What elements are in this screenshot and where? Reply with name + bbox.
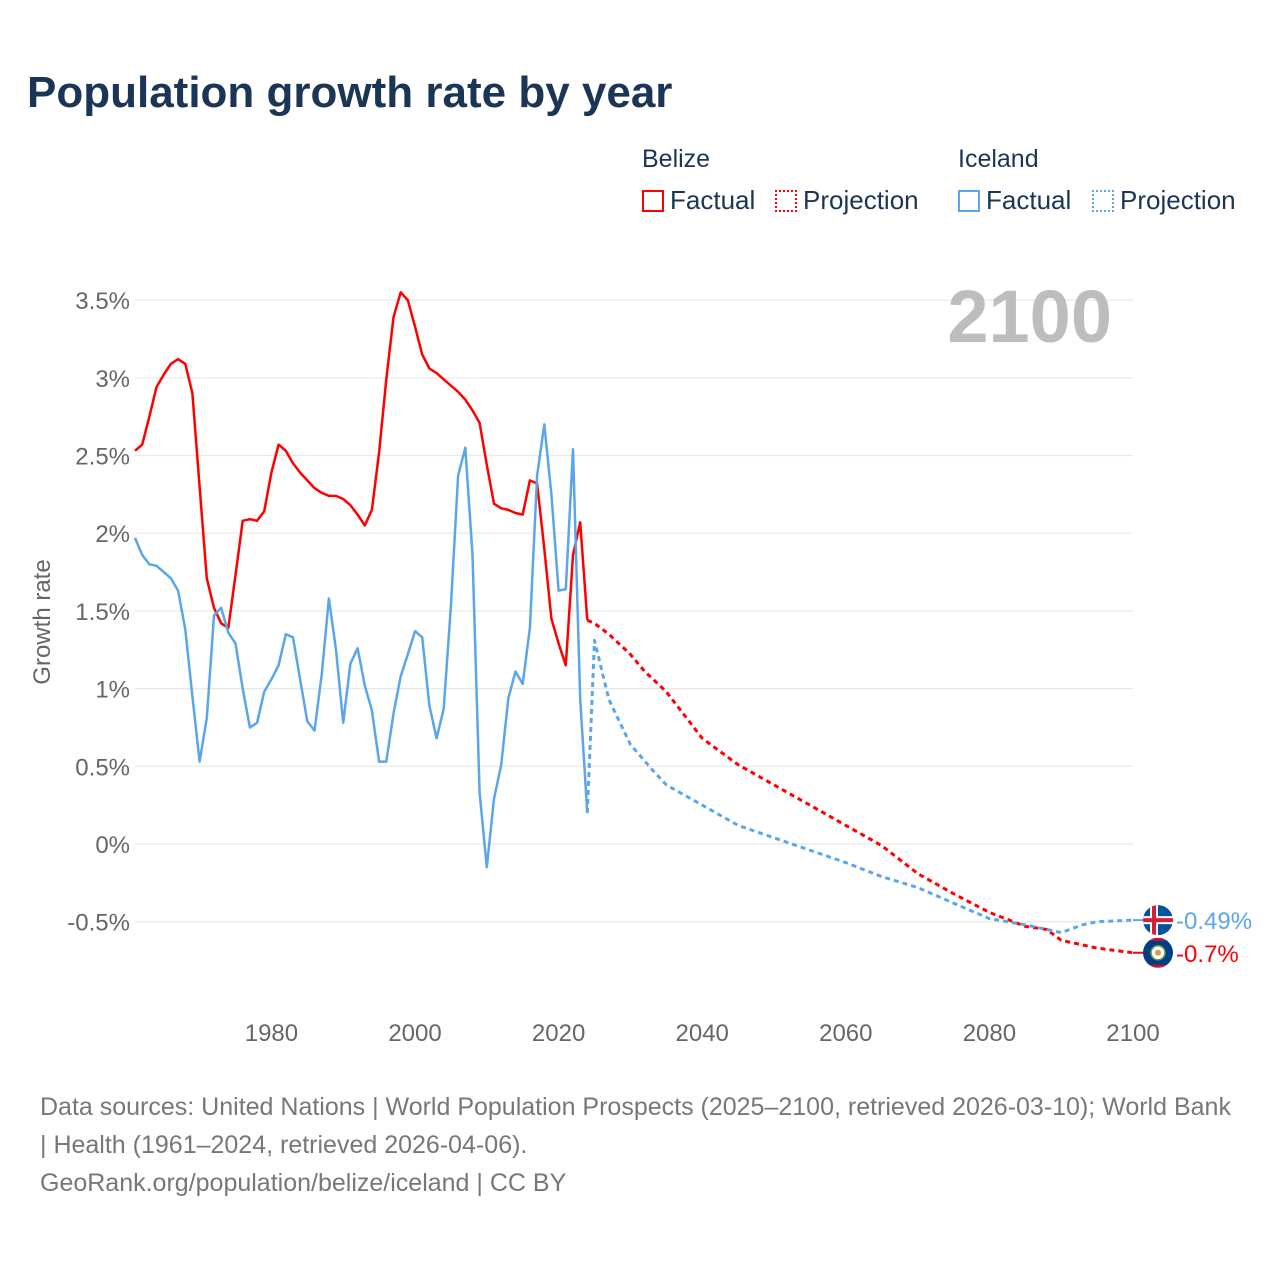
y-tick-label: 1%	[95, 677, 130, 704]
legend-swatch-solid	[642, 189, 664, 212]
data-sources: Data sources: United Nations | World Pop…	[40, 1093, 1231, 1159]
legend-label: Projection	[1120, 185, 1236, 215]
series-line-belize-projection[interactable]	[586, 618, 1134, 955]
series-line-iceland-projection[interactable]	[585, 638, 1134, 935]
series-line-belize-factual[interactable]	[134, 291, 589, 667]
x-tick-label: 2020	[532, 1020, 585, 1047]
legend-label: Factual	[670, 185, 756, 215]
footer: Data sources: United Nations | World Pop…	[40, 1088, 1240, 1202]
y-tick-label: 3.5%	[75, 288, 130, 315]
legend-label: Factual	[986, 185, 1072, 215]
legend-iceland-projection[interactable]: Projection	[1092, 185, 1236, 216]
legend-group-belize: Belize	[642, 145, 711, 173]
y-tick-label: -0.5%	[67, 910, 130, 937]
y-tick-label: 3%	[95, 366, 130, 393]
y-tick-label: 2.5%	[75, 444, 130, 471]
x-tick-label: 2100	[1106, 1020, 1159, 1047]
legend-iceland-factual[interactable]: Factual	[958, 185, 1071, 216]
year-display: 2100	[947, 275, 1112, 358]
legend-swatch-dotted	[1092, 189, 1114, 212]
x-tick-label: 2080	[963, 1020, 1016, 1047]
chart-title: Population growth rate by year	[27, 68, 673, 117]
x-tick-label: 2000	[388, 1020, 441, 1047]
credit-link[interactable]: GeoRank.org/population/belize/iceland | …	[40, 1169, 567, 1197]
x-tick-label: 1980	[245, 1020, 298, 1047]
belize-flag-icon	[1143, 937, 1173, 968]
legend-group-iceland: Iceland	[958, 145, 1039, 173]
end-value-label: -0.49%	[1176, 908, 1252, 935]
legend-label: Projection	[803, 185, 919, 215]
legend-swatch-solid	[958, 189, 980, 212]
iceland-flag-icon	[1143, 905, 1173, 936]
legend-belize-factual[interactable]: Factual	[642, 185, 755, 216]
x-tick-label: 2060	[819, 1020, 872, 1047]
legend-belize-projection[interactable]: Projection	[775, 185, 919, 216]
y-tick-label: 1.5%	[75, 599, 130, 626]
legend-swatch-dotted	[775, 189, 797, 212]
y-tick-label: 0.5%	[75, 754, 130, 781]
x-tick-label: 2040	[676, 1020, 729, 1047]
y-axis-label: Growth rate	[29, 559, 56, 684]
end-value-label: -0.7%	[1176, 941, 1239, 968]
series-line-iceland-factual[interactable]	[133, 423, 589, 869]
y-tick-label: 2%	[95, 521, 130, 548]
y-tick-label: 0%	[95, 832, 130, 859]
